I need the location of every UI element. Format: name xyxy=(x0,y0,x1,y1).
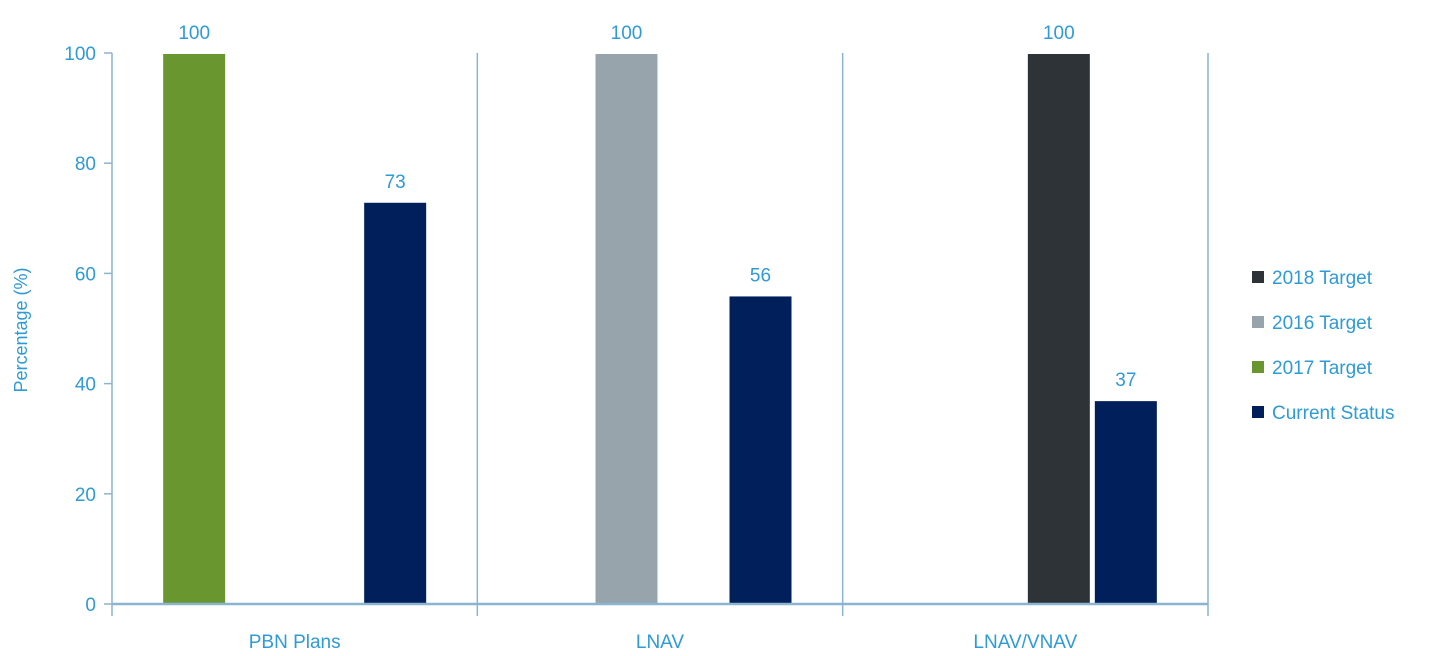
bar xyxy=(727,294,794,605)
y-tick-label: 20 xyxy=(75,485,96,506)
data-label: 100 xyxy=(1043,23,1075,44)
bar xyxy=(1025,52,1092,605)
data-label: 100 xyxy=(611,23,643,44)
bar xyxy=(362,200,429,606)
legend-swatch xyxy=(1252,361,1264,373)
legend-swatch xyxy=(1252,271,1264,283)
legend-item: 2017 Target xyxy=(1252,358,1373,379)
data-label: 37 xyxy=(1115,370,1136,391)
bar xyxy=(1092,399,1159,605)
data-label: 56 xyxy=(750,265,771,286)
legend: 2018 Target 2016 Target 2017 Target Current… xyxy=(1252,268,1395,424)
y-tick-label: 80 xyxy=(75,154,96,175)
legend-label: Current Status xyxy=(1272,403,1395,424)
y-tick-label: 100 xyxy=(64,44,96,65)
legend-item: 2018 Target xyxy=(1252,268,1373,289)
x-tick-label: LNAV xyxy=(636,632,685,653)
y-tick-label: 40 xyxy=(75,375,96,396)
legend-item: 2016 Target xyxy=(1252,313,1373,334)
y-tick-label: 60 xyxy=(75,264,96,285)
bars: 100 73 100 56 100 37 xyxy=(161,23,1159,606)
data-label: 73 xyxy=(385,172,406,193)
y-tick-label: 0 xyxy=(85,595,96,616)
axes: 0 20 40 60 80 100 PBN Plans LNAV LNAV/VNAV xyxy=(64,44,1209,653)
data-label: 100 xyxy=(178,23,210,44)
legend-label: 2016 Target xyxy=(1272,313,1373,334)
legend-label: 2017 Target xyxy=(1272,358,1373,379)
bar xyxy=(593,52,660,605)
legend-label: 2018 Target xyxy=(1272,268,1373,289)
bar xyxy=(161,52,228,605)
legend-swatch xyxy=(1252,406,1264,418)
legend-item: Current Status xyxy=(1252,403,1395,424)
x-tick-label: LNAV/VNAV xyxy=(973,632,1077,653)
x-tick-label: PBN Plans xyxy=(249,632,341,653)
legend-swatch xyxy=(1252,316,1264,328)
y-axis-title: Percentage (%) xyxy=(11,267,31,392)
